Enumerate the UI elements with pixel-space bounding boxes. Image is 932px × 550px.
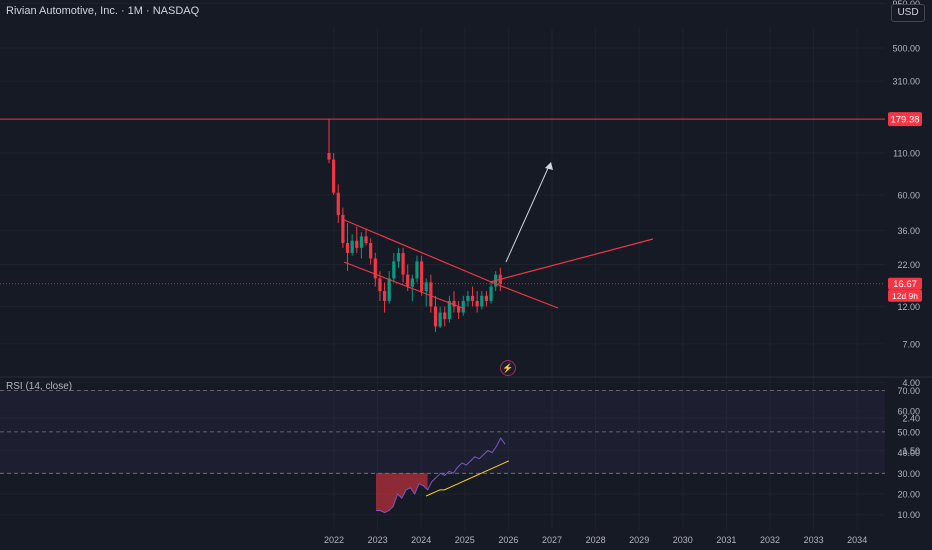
chart-title: Rivian Automotive, Inc. · 1M · NASDAQ xyxy=(6,5,200,17)
candle-body xyxy=(433,306,438,327)
price-axis-label: 110.00 xyxy=(893,148,920,158)
rsi-axis-label: 50.00 xyxy=(897,427,920,437)
price-tag-label: 12d 9h xyxy=(892,291,918,301)
target-arrow-head xyxy=(545,162,553,170)
rsi-oversold-fill xyxy=(376,473,428,513)
time-axis-label: 2029 xyxy=(629,535,649,545)
candle-body xyxy=(341,214,345,244)
candle-body xyxy=(382,291,387,301)
candle-body xyxy=(378,278,382,292)
time-axis-label: 2032 xyxy=(760,535,780,545)
price-tag-label: 179.38 xyxy=(890,115,919,126)
rsi-axis-label: 30.00 xyxy=(897,469,920,479)
rsi-axis-label: 10.00 xyxy=(897,510,920,520)
channel-upper-extension xyxy=(495,283,559,309)
currency-button[interactable]: USD xyxy=(891,4,925,22)
candle-body xyxy=(438,312,442,327)
time-axis-label: 2025 xyxy=(455,535,475,545)
candle-body xyxy=(466,295,470,301)
candle-body xyxy=(489,286,493,301)
time-axis-label: 2026 xyxy=(498,535,518,545)
rsi-line xyxy=(376,437,506,514)
rsi-axis-label: 40.00 xyxy=(897,448,920,458)
candle-body xyxy=(480,295,484,307)
candle-body xyxy=(475,300,479,307)
price-tag xyxy=(888,289,922,302)
price-axis-label: 22.00 xyxy=(897,260,920,270)
time-axis-label: 2023 xyxy=(368,535,388,545)
candle-body xyxy=(387,278,391,301)
candle-body xyxy=(373,258,377,279)
candle-body xyxy=(443,312,447,320)
candle-body xyxy=(359,236,364,248)
channel-upper-line xyxy=(341,218,497,285)
rsi-axis-label: 70.00 xyxy=(897,386,920,396)
price-axis-label: 500.00 xyxy=(892,44,920,54)
time-axis-label: 2022 xyxy=(324,535,344,545)
breakout-trendline xyxy=(489,238,654,283)
candle-body xyxy=(401,252,405,275)
candle-body xyxy=(429,282,433,307)
price-axis-label: 2.40 xyxy=(902,414,920,424)
candle-body xyxy=(355,240,359,248)
rsi-ma-line xyxy=(425,460,510,497)
time-axis-label: 2024 xyxy=(411,535,431,545)
candle-body xyxy=(484,295,489,301)
candle-body xyxy=(364,236,368,244)
price-axis-label: 7.00 xyxy=(902,339,920,349)
time-axis-label: 2030 xyxy=(673,535,693,545)
price-axis-label: 60.00 xyxy=(897,190,920,200)
time-axis-label: 2033 xyxy=(804,535,824,545)
channel-lower-line xyxy=(343,261,466,310)
candle-body xyxy=(447,300,451,320)
candle-body xyxy=(396,252,401,262)
price-tag-label: 16.67 xyxy=(893,279,917,290)
candle-body xyxy=(345,243,350,253)
candle-body xyxy=(332,159,336,193)
price-axis-label: 310.00 xyxy=(892,77,920,87)
rsi-axis-label: 20.00 xyxy=(897,490,920,500)
target-arrow-line xyxy=(505,165,550,263)
candle-body xyxy=(410,278,414,287)
price-axis-label: 36.00 xyxy=(897,226,920,236)
candle-body xyxy=(420,261,424,292)
candle-body xyxy=(452,300,456,307)
price-tag xyxy=(888,112,922,127)
lightning-icon[interactable]: ⚡ xyxy=(500,360,516,376)
rsi-axis-label: 60.00 xyxy=(897,407,920,417)
candle-body xyxy=(406,274,410,287)
time-axis-label: 2031 xyxy=(716,535,736,545)
candle-body xyxy=(336,192,340,215)
price-axis-label: 12.00 xyxy=(897,302,920,312)
candle-body xyxy=(327,152,331,160)
candle-body xyxy=(470,295,475,301)
candle-body xyxy=(369,243,373,259)
candle-body xyxy=(392,261,396,279)
candle-body xyxy=(424,282,428,292)
price-tag xyxy=(888,277,922,290)
candle-body xyxy=(457,306,461,313)
price-axis-label: 1.50 xyxy=(902,446,920,456)
candle-body xyxy=(461,300,465,313)
candle-body xyxy=(415,261,419,279)
rsi-legend: RSI (14, close) xyxy=(6,381,73,392)
time-axis-label: 2027 xyxy=(542,535,562,545)
price-axis-label: 4.00 xyxy=(902,378,920,388)
time-axis-label: 2034 xyxy=(847,535,867,545)
time-axis-label: 2028 xyxy=(586,535,606,545)
candle-body xyxy=(350,240,354,253)
